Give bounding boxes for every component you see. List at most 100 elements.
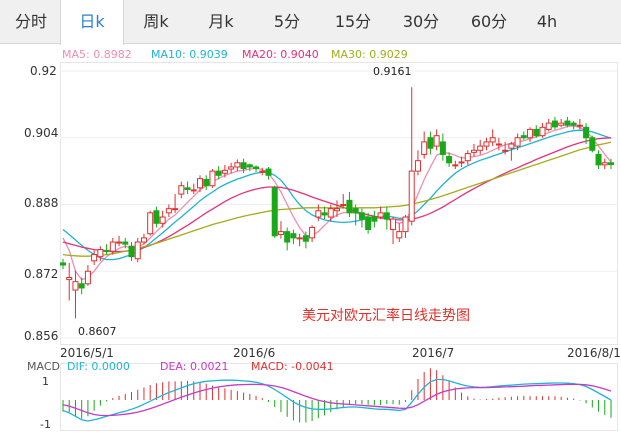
y-axis: 0.92 0.904 0.888 0.872 0.856 xyxy=(24,64,58,343)
candle-body xyxy=(520,135,527,139)
candle-body xyxy=(334,208,340,212)
candle-body xyxy=(122,241,129,245)
candle-body xyxy=(371,216,378,222)
candle-body xyxy=(197,178,203,189)
tab-15min[interactable]: 15分 xyxy=(334,12,372,31)
macd-lines xyxy=(62,378,612,422)
tab-fenshi[interactable]: 分时 xyxy=(14,12,47,31)
candle-body xyxy=(265,168,272,176)
dea-label: DEA: 0.0021 xyxy=(160,360,228,373)
candle-body xyxy=(564,120,571,126)
candle-body xyxy=(66,277,73,281)
candle-body xyxy=(302,235,309,242)
y-tick-label: 0.904 xyxy=(24,126,58,140)
candle-body xyxy=(165,208,172,214)
candle-body xyxy=(508,143,515,149)
candle-body xyxy=(271,187,278,237)
candle-body xyxy=(452,164,459,167)
candle-body xyxy=(352,208,359,214)
candle-body xyxy=(190,189,197,192)
dif-line xyxy=(62,378,612,422)
macd-frame xyxy=(60,363,618,431)
candle-body xyxy=(134,241,141,260)
x-tick-label: 2016/7 xyxy=(412,346,454,360)
high-annotation: 0.9161 xyxy=(373,65,412,78)
candle-body xyxy=(72,281,79,291)
macd-y-tick: 1 xyxy=(42,375,49,388)
candle-body xyxy=(576,124,583,127)
tab-weekly-k[interactable]: 周k xyxy=(143,12,169,31)
candle-body xyxy=(116,241,123,244)
candle-body xyxy=(583,126,590,139)
candle-body xyxy=(439,141,446,155)
candle-body xyxy=(495,143,502,146)
candle-body xyxy=(340,204,347,206)
candle-body xyxy=(595,153,602,166)
ma5-label: MA5: 0.8982 xyxy=(62,48,132,61)
macd-title: MACD xyxy=(27,360,60,373)
candle-body xyxy=(290,233,297,239)
candle-body xyxy=(414,160,421,172)
candle-body xyxy=(433,135,440,147)
candle-body xyxy=(477,145,484,151)
candle-body xyxy=(396,231,403,239)
candle-body xyxy=(103,249,110,252)
candle-body xyxy=(533,128,540,137)
candle-body xyxy=(209,170,216,187)
candle-body xyxy=(315,210,322,218)
candle-body xyxy=(377,212,384,218)
period-tabs: 分时 日k 周k 月k 5分 15分 30分 60分 4h xyxy=(0,0,621,45)
candle-body xyxy=(608,162,614,165)
tab-60min[interactable]: 60分 xyxy=(470,12,508,31)
candle-body xyxy=(153,210,160,224)
ma10-label: MA10: 0.9039 xyxy=(151,48,228,61)
ma10-line xyxy=(62,129,612,261)
candle-body xyxy=(284,231,291,243)
candle-body xyxy=(228,166,235,170)
candle-body xyxy=(421,141,428,155)
chart-watermark: 美元对欧元汇率日线走势图 xyxy=(302,307,470,324)
x-tick-label: 2016/6 xyxy=(233,346,275,360)
y-tick-label: 0.872 xyxy=(24,267,58,281)
macd-value-label: MACD: -0.0041 xyxy=(251,360,334,373)
candle-body xyxy=(147,212,154,235)
y-tick-label: 0.888 xyxy=(24,196,58,210)
candle-body xyxy=(558,122,565,126)
tab-30min[interactable]: 30分 xyxy=(402,12,440,31)
candle-body xyxy=(253,166,260,170)
low-annotation: 0.8607 xyxy=(78,325,117,338)
candle-body xyxy=(140,237,147,243)
candle-body xyxy=(358,212,365,220)
tab-5min[interactable]: 5分 xyxy=(273,12,301,31)
candle-body xyxy=(545,122,552,130)
candle-body xyxy=(570,122,577,126)
candle-body xyxy=(427,137,434,149)
tab-4h[interactable]: 4h xyxy=(536,12,558,31)
x-tick-label: 2016/5/1 xyxy=(60,346,114,360)
candle-body xyxy=(551,120,558,128)
ma20-line xyxy=(62,137,612,253)
candle-body xyxy=(172,208,179,211)
candle-body xyxy=(296,237,303,240)
candle-body xyxy=(159,216,166,224)
candle-body xyxy=(246,164,253,168)
candle-body xyxy=(408,170,415,222)
tab-monthly-k[interactable]: 月k xyxy=(208,12,234,31)
candle-body xyxy=(390,218,397,231)
y-tick-label: 0.856 xyxy=(24,329,58,343)
macd-y-tick: -1 xyxy=(40,418,51,431)
y-tick-label: 0.92 xyxy=(30,64,57,78)
candle-body xyxy=(327,208,334,218)
tab-daily-k[interactable]: 日k xyxy=(60,0,124,45)
candle-body xyxy=(402,216,409,233)
candles xyxy=(60,87,614,319)
candle-body xyxy=(97,249,104,258)
candle-body xyxy=(489,137,496,143)
candle-body xyxy=(203,178,210,187)
candle-body xyxy=(365,216,372,231)
candle-body xyxy=(527,128,534,139)
candle-body xyxy=(178,185,185,195)
candle-body xyxy=(601,162,608,166)
ma30-label: MA30: 0.9029 xyxy=(331,48,408,61)
